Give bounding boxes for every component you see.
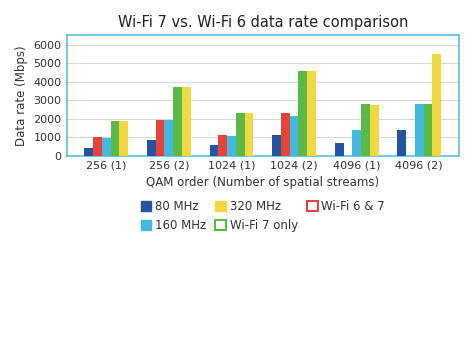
Bar [164,120,173,156]
Bar [182,87,191,156]
Bar [361,104,370,156]
Bar [227,136,236,156]
Bar [245,113,254,156]
Bar [156,120,164,156]
Bar [236,113,245,156]
Bar [299,71,307,156]
Bar [370,105,379,156]
Bar [210,145,219,156]
Bar [147,140,156,156]
Bar [432,54,441,156]
Bar [110,121,119,156]
Bar [424,104,432,156]
Legend: 80 MHz, 160 MHz, 320 MHz, Wi-Fi 7 only, Wi-Fi 6 & 7: 80 MHz, 160 MHz, 320 MHz, Wi-Fi 7 only, … [136,196,390,237]
Bar [119,121,128,156]
Y-axis label: Data rate (Mbps): Data rate (Mbps) [15,45,28,146]
Title: Wi-Fi 7 vs. Wi-Fi 6 data rate comparison: Wi-Fi 7 vs. Wi-Fi 6 data rate comparison [118,15,408,30]
X-axis label: QAM order (Number of spatial streams): QAM order (Number of spatial streams) [146,176,379,189]
Bar [93,137,102,156]
Bar [281,113,290,156]
Bar [415,104,424,156]
Bar [397,130,406,156]
Bar [84,148,93,156]
Bar [352,130,361,156]
Bar [102,138,110,156]
Bar [290,116,299,156]
Bar [219,136,227,156]
Bar [173,87,182,156]
Bar [335,143,344,156]
Bar [307,71,316,156]
Bar [272,135,281,156]
